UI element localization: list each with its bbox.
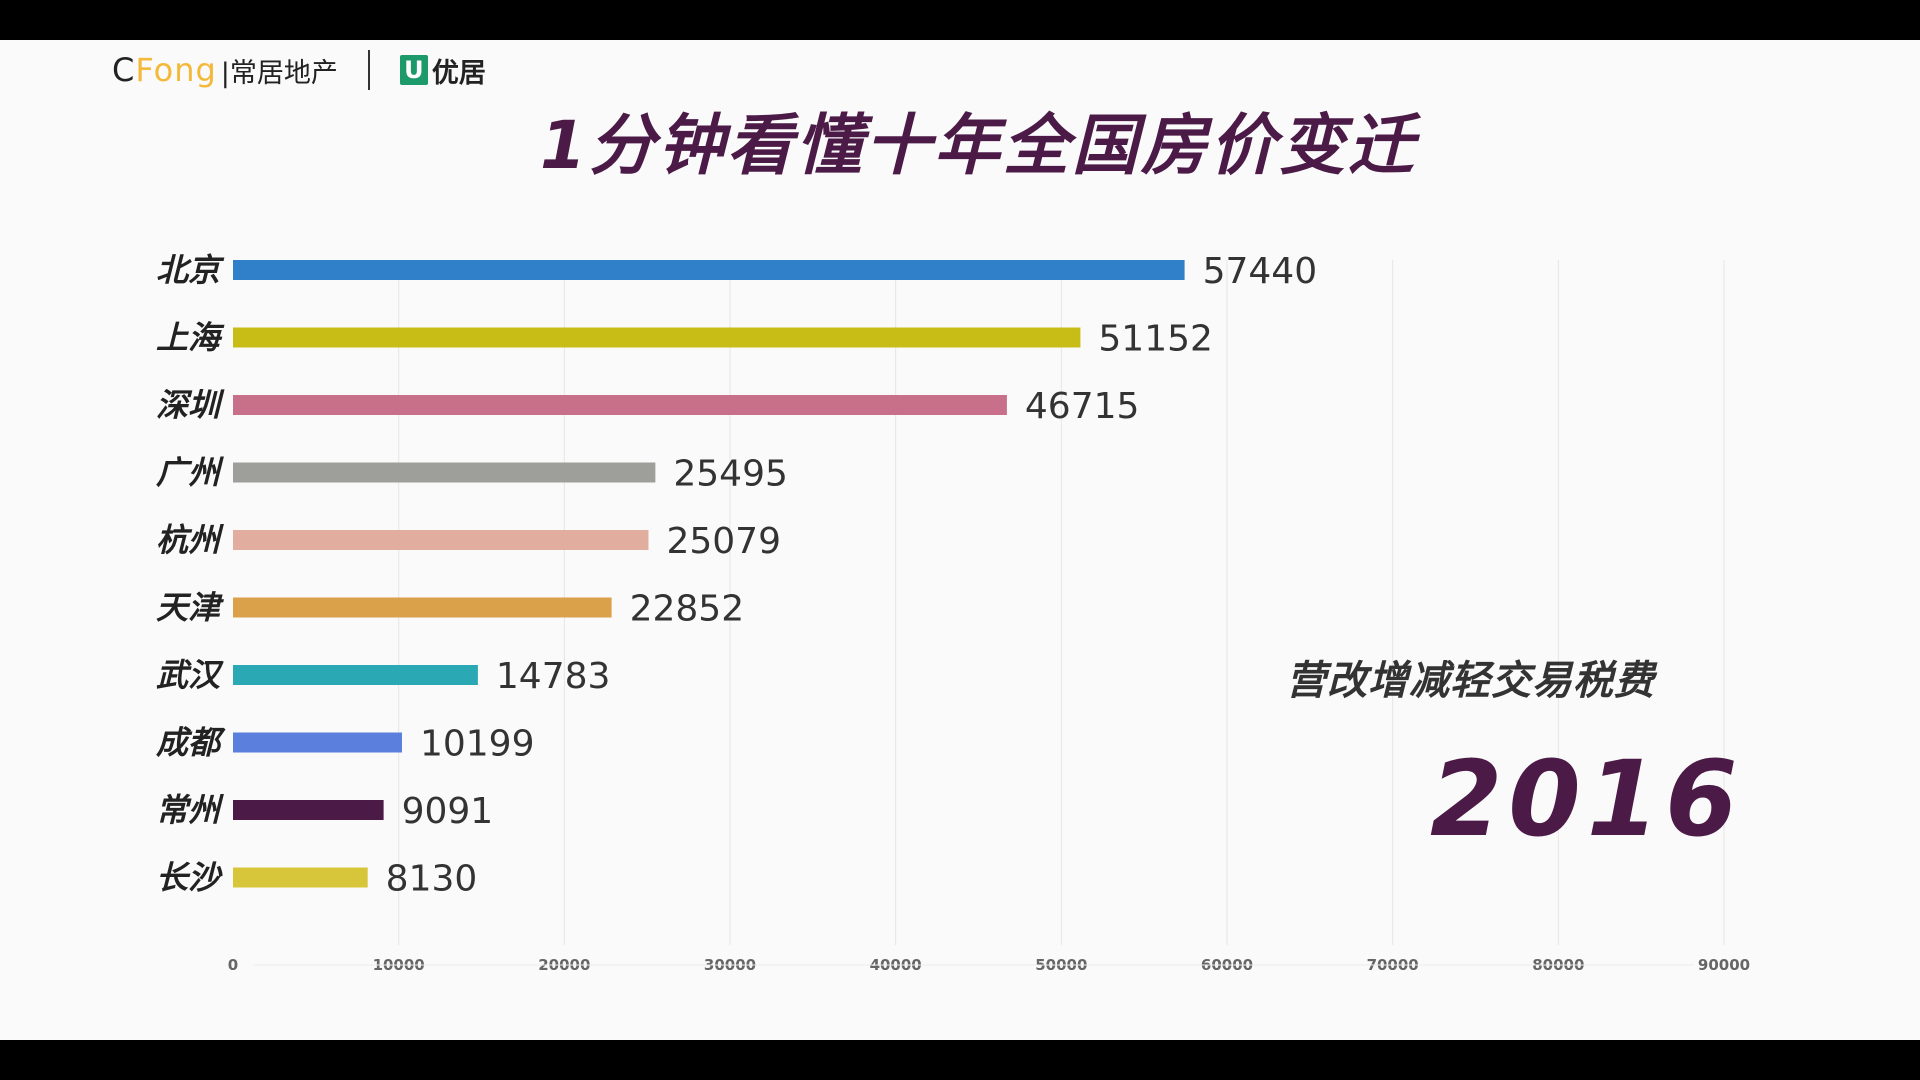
value-label: 25079 — [666, 521, 781, 562]
logo-divider — [367, 50, 370, 90]
bar — [233, 732, 402, 753]
x-tick-label: 0 — [228, 956, 238, 974]
city-label: 成都 — [156, 724, 226, 762]
value-label: 14783 — [496, 656, 611, 697]
bar — [233, 800, 384, 820]
value-label: 9091 — [402, 791, 494, 832]
chart-title: 1分钟看懂十年全国房价变迁 — [540, 107, 1417, 184]
bar — [233, 867, 368, 888]
value-label: 51152 — [1098, 319, 1213, 360]
value-label: 46715 — [1025, 386, 1140, 427]
bar — [233, 395, 1007, 415]
cfong-cn-name: |常居地产 — [220, 57, 338, 89]
city-label: 常州 — [156, 791, 224, 829]
cfong-logo: CFong — [112, 51, 217, 89]
value-label: 22852 — [630, 589, 745, 630]
value-label: 10199 — [420, 724, 535, 765]
city-label: 武汉 — [156, 656, 224, 694]
value-label: 8130 — [386, 859, 478, 900]
bar — [233, 260, 1185, 280]
x-tick-label: 90000 — [1698, 956, 1750, 974]
bar — [233, 327, 1081, 348]
letterbox-bottom — [0, 1040, 1920, 1080]
bar — [233, 665, 478, 685]
city-label: 深圳 — [156, 386, 225, 424]
city-label: 天津 — [156, 589, 224, 627]
youju-name: 优居 — [431, 57, 486, 89]
city-label: 长沙 — [156, 859, 223, 897]
bar-chart: 0 10000 20000 30000 40000 50000 60000 70000 8000… — [156, 251, 1750, 974]
city-label: 北京 — [156, 251, 225, 289]
value-label: 25495 — [673, 454, 788, 495]
city-label: 上海 — [156, 319, 225, 357]
value-label: 57440 — [1203, 251, 1318, 292]
bar — [233, 462, 656, 483]
bar — [233, 530, 649, 550]
city-label: 杭州 — [156, 521, 224, 559]
year-label: 2016 — [1430, 738, 1744, 860]
letterbox-top — [0, 0, 1920, 40]
youju-logo-icon: U — [399, 55, 428, 85]
policy-annotation: 营改增减轻交易税费 — [1286, 658, 1655, 704]
brand-logos: CFong |常居地产 U 优居 — [112, 44, 486, 96]
city-label: 广州 — [156, 454, 224, 492]
bar — [233, 597, 612, 618]
